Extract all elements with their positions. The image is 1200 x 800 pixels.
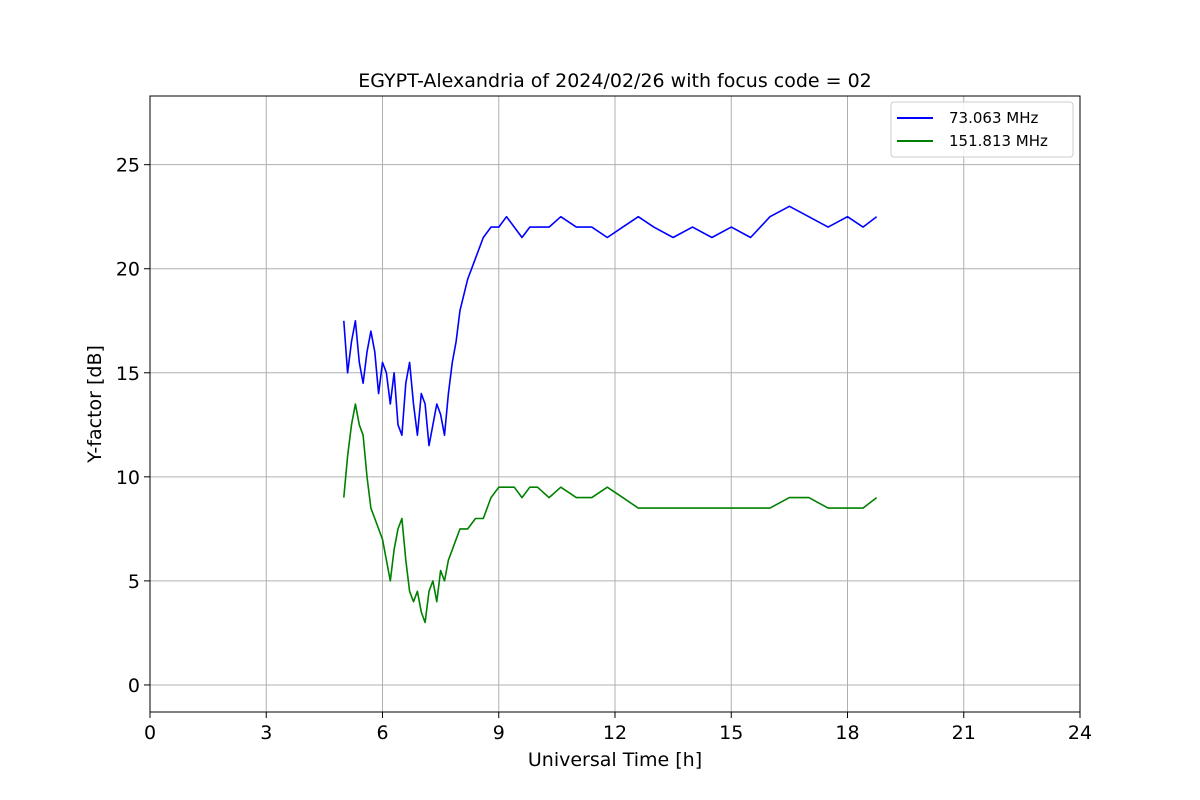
series-layer	[343, 205, 878, 624]
x-tick-label: 18	[835, 722, 859, 744]
y-axis-label: Y-factor [dB]	[84, 345, 106, 464]
grid	[149, 96, 1081, 712]
y-tick-label: 25	[116, 155, 140, 177]
x-tick-label: 3	[260, 722, 272, 744]
y-tick-label: 20	[116, 259, 140, 281]
y-tick-label: 10	[116, 467, 140, 489]
legend: 73.063 MHz 151.813 MHz	[890, 101, 1074, 158]
x-axis: 0 3 6 9 12 15 18 21 24	[144, 712, 1092, 744]
series-line-1	[343, 403, 878, 624]
x-axis-label: Universal Time [h]	[528, 749, 702, 771]
x-tick-label: 21	[952, 722, 976, 744]
series-line-0	[343, 205, 878, 447]
y-tick-label: 15	[116, 363, 140, 385]
legend-box	[890, 101, 1074, 158]
x-tick-label: 9	[493, 722, 505, 744]
legend-label: 73.063 MHz	[949, 109, 1038, 127]
x-tick-label: 15	[719, 722, 743, 744]
y-tick-label: 0	[128, 675, 140, 697]
x-tick-label: 0	[144, 722, 156, 744]
x-tick-label: 6	[376, 722, 388, 744]
y-axis: 0 5 10 15 20 25	[116, 155, 150, 697]
x-tick-label: 24	[1068, 722, 1092, 744]
chart-title: EGYPT-Alexandria of 2024/02/26 with focu…	[358, 70, 872, 92]
x-tick-label: 12	[603, 722, 627, 744]
y-tick-label: 5	[128, 571, 140, 593]
legend-label: 151.813 MHz	[949, 132, 1048, 150]
